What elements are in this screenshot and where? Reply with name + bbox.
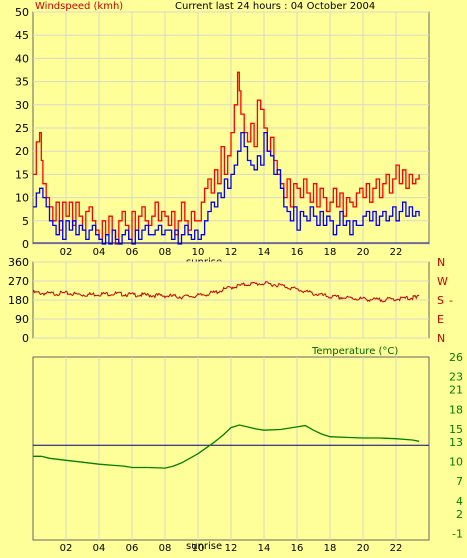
y-tick-label: 21: [449, 384, 463, 397]
direction-line: [32, 281, 420, 303]
y-tick-label: 4: [456, 495, 463, 508]
direction-y-ticks: 0 90 180 270 360: [8, 256, 29, 345]
compass-label: N: [437, 332, 445, 345]
x-tick-label: 06: [126, 543, 139, 554]
x-tick-label: 12: [225, 543, 238, 554]
average-line: [33, 131, 420, 245]
compass-label: S: [437, 294, 444, 307]
y-tick-label: 180: [8, 294, 29, 307]
y-tick-label: 10: [15, 192, 29, 205]
x-tick-label: 16: [291, 247, 304, 258]
x-tick-label: 22: [390, 247, 403, 258]
y-tick-label: 2: [456, 508, 463, 521]
x-tick-label: 18: [324, 247, 337, 258]
x-tick-label: 04: [93, 543, 106, 554]
y-tick-label: 45: [15, 29, 29, 42]
x-tick-label: 14: [258, 247, 271, 258]
temperature-x-ticks: 02 04 06 08 10 12 14 16 18 20 22: [60, 543, 403, 554]
x-tick-label: 18: [324, 543, 337, 554]
wind-x-ticks: 02 04 06 08 10 12 14 16 18 20 22: [60, 247, 403, 258]
y-tick-label: 10: [449, 456, 463, 469]
y-tick-label: 20: [15, 145, 29, 158]
y-tick-label: 7: [456, 475, 463, 488]
y-tick-label: 35: [15, 76, 29, 89]
x-tick-label: 10: [192, 543, 205, 554]
temperature-line: [33, 424, 420, 469]
y-tick-label: 270: [8, 275, 29, 288]
temperature-series: [33, 424, 429, 469]
wind-y-ticks: 0 5 10 15 20 25 30 35 40 45 50: [15, 6, 29, 251]
wind-y-label: Windspeed (kmh): [35, 1, 123, 12]
x-tick-label: 08: [159, 247, 172, 258]
y-tick-label: 23: [449, 371, 463, 384]
temperature-title: Temperature (°C): [311, 346, 398, 357]
x-tick-label: 16: [291, 543, 304, 554]
x-tick-label: 10: [192, 247, 205, 258]
y-tick-label: -1: [452, 527, 463, 540]
y-tick-label: 5: [22, 215, 29, 228]
y-tick-label: 18: [449, 403, 463, 416]
compass-label: E: [437, 313, 444, 326]
y-tick-label: 0: [22, 238, 29, 251]
y-tick-label: 30: [15, 99, 29, 112]
x-tick-label: 22: [390, 543, 403, 554]
y-tick-label: 26: [449, 351, 463, 364]
direction-series: [32, 281, 420, 303]
x-tick-label: 06: [126, 247, 139, 258]
wind-series: [33, 71, 429, 245]
compass-label: W: [437, 275, 448, 288]
y-tick-label: 0: [22, 332, 29, 345]
wind-chart: 0 5 10 15 20 25 30 35 40 45 50 02 04 06 08 10 12 14 16 18 2…: [15, 1, 430, 268]
y-tick-label: 90: [15, 313, 29, 326]
x-tick-label: 20: [357, 247, 370, 258]
x-tick-label: 14: [258, 543, 271, 554]
compass-label: N: [437, 256, 445, 269]
x-tick-label: 08: [159, 543, 172, 554]
temperature-sunrise-label: sunrise: [186, 541, 222, 552]
x-tick-label: 02: [60, 247, 73, 258]
y-tick-label: 13: [449, 436, 463, 449]
wind-title: Current last 24 hours : 04 October 2004: [175, 1, 375, 12]
x-tick-label: 02: [60, 543, 73, 554]
compass-dash: -: [449, 294, 453, 307]
y-tick-label: 15: [15, 168, 29, 181]
y-tick-label: 40: [15, 52, 29, 65]
y-tick-label: 360: [8, 256, 29, 269]
x-tick-label: 12: [225, 247, 238, 258]
y-tick-label: 15: [449, 423, 463, 436]
x-tick-label: 20: [357, 543, 370, 554]
x-tick-label: 04: [93, 247, 106, 258]
y-tick-label: 50: [15, 6, 29, 19]
temperature-grid: [65, 357, 397, 540]
y-tick-label: 25: [15, 122, 29, 135]
